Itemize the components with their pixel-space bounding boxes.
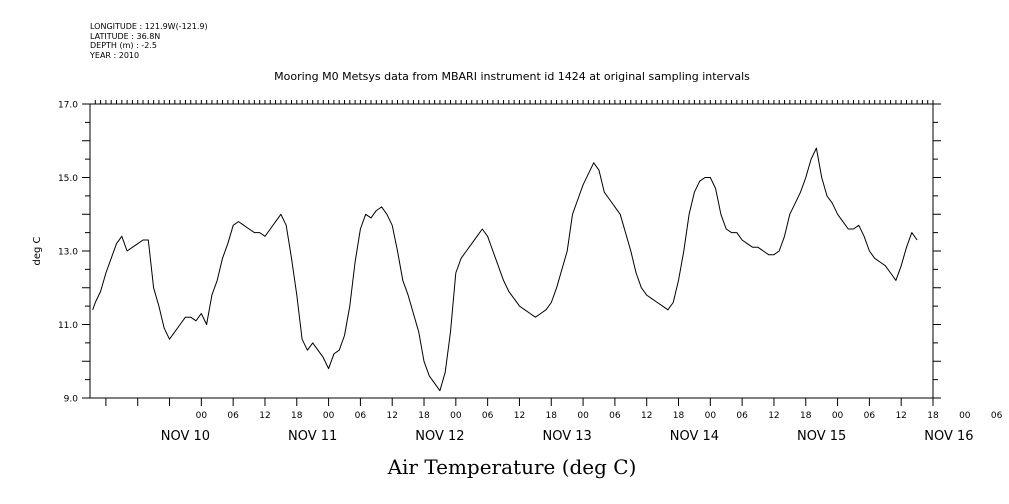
y-tick-label: 17.0 (58, 101, 78, 111)
x-hour-label: 18 (546, 411, 558, 421)
chart-title: Mooring M0 Metsys data from MBARI instru… (274, 70, 750, 83)
x-hour-label: 00 (577, 411, 589, 421)
metadata-block: LONGITUDE : 121.9W(-121.9) LATITUDE : 36… (90, 22, 208, 60)
x-hour-label: 18 (927, 411, 939, 421)
y-axis: 9.0 11.0 13.0 15.0 17.0 (58, 101, 941, 405)
x-hour-label: 00 (196, 411, 208, 421)
y-tick-label: 11.0 (58, 321, 78, 331)
x-hour-label: 06 (482, 411, 494, 421)
x-hour-label: 12 (386, 411, 397, 421)
x-hour-label: 00 (450, 411, 462, 421)
x-date-label: NOV 15 (797, 429, 846, 444)
plot-frame (89, 103, 934, 399)
series-line-0 (92, 147, 918, 392)
x-hour-label: 06 (609, 411, 621, 421)
x-hour-label: 00 (323, 411, 335, 421)
x-hour-label: 00 (705, 411, 717, 421)
x-hour-label: 06 (736, 411, 748, 421)
x-hour-label: 06 (864, 411, 876, 421)
x-hour-label: 12 (514, 411, 525, 421)
y-axis-label: deg C (32, 236, 43, 265)
series-group (92, 147, 918, 392)
x-hour-label: 06 (227, 411, 239, 421)
latitude-label: LATITUDE : 36.8N (90, 31, 161, 41)
longitude-label: LONGITUDE : 121.9W(-121.9) (90, 22, 208, 31)
depth-label: DEPTH (m) : -2.5 (90, 41, 157, 50)
x-date-label: NOV 13 (543, 429, 592, 444)
x-hour-label: 18 (800, 411, 812, 421)
x-hour-label: 06 (991, 411, 1003, 421)
x-hour-label: 18 (418, 411, 430, 421)
x-hour-label: 18 (673, 411, 685, 421)
x-date-label: NOV 12 (415, 429, 464, 444)
x-hour-label: 00 (959, 411, 971, 421)
x-date-label: NOV 11 (288, 429, 337, 444)
x-hour-label: 00 (832, 411, 844, 421)
y-tick-label: 13.0 (58, 248, 78, 258)
x-hour-label: 12 (641, 411, 652, 421)
x-date-label: NOV 16 (924, 429, 973, 444)
y-tick-label: 9.0 (64, 395, 79, 405)
y-tick-label: 15.0 (58, 174, 78, 184)
x-hour-label: 12 (259, 411, 270, 421)
x-hour-label: 18 (291, 411, 303, 421)
x-hour-label: 12 (895, 411, 906, 421)
x-hour-label: 06 (355, 411, 367, 421)
x-axis: 00 06 12 18 00 06 12 18 00 06 12 18 00 06 12 18 00 06 12 18… (94, 100, 1003, 444)
x-date-label: NOV 14 (670, 429, 719, 444)
x-date-label: NOV 10 (161, 429, 210, 444)
x-axis-label: Air Temperature (deg C) (387, 455, 637, 479)
x-hour-label: 12 (768, 411, 779, 421)
year-label: YEAR : 2010 (90, 50, 140, 60)
